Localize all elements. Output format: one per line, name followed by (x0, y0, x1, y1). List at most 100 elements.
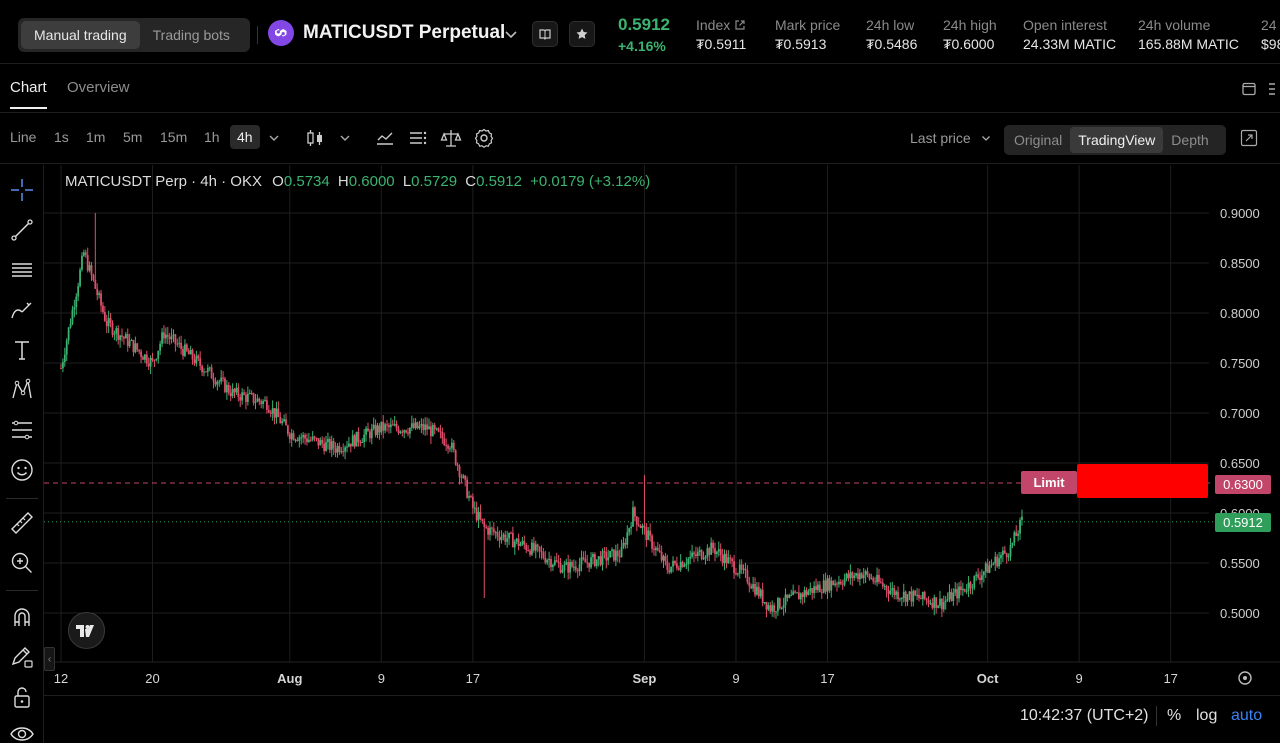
more-menu-icon[interactable] (1267, 81, 1277, 97)
candle-body (323, 443, 326, 452)
candle-body (578, 564, 581, 572)
candle-body (534, 544, 537, 551)
candle-body (203, 371, 205, 373)
price-chart[interactable]: 0.9000 0.8500 0.8000 0.7500 0.7000 0.6500 0.60… (44, 165, 1280, 695)
candle-body (656, 547, 659, 551)
star-icon[interactable] (569, 21, 595, 47)
candle-body (794, 591, 796, 593)
pattern-icon[interactable] (7, 375, 37, 405)
ruler-icon[interactable] (7, 508, 37, 538)
scale-balance-icon[interactable] (440, 127, 462, 149)
tab-overview[interactable]: Overview (67, 79, 130, 96)
pencil-lock-icon[interactable] (7, 642, 37, 672)
timeframe-15m[interactable]: 15m (160, 129, 188, 145)
candle-body (330, 441, 333, 450)
candle-body (994, 556, 997, 564)
collapse-toolbar-button[interactable]: ‹ (44, 647, 55, 671)
book-icon[interactable] (532, 21, 558, 47)
percent-scale-toggle[interactable]: % (1167, 707, 1182, 724)
y-tick-label: 0.6500 (1220, 456, 1260, 471)
candle-body (349, 443, 352, 447)
candle-body (454, 450, 457, 465)
indicators-icon[interactable] (374, 127, 396, 149)
stat-label: 24h low (866, 17, 915, 33)
time-display[interactable]: 10:42:37 (UTC+2) (1020, 707, 1149, 724)
chart-settings-icon (1243, 676, 1247, 680)
candle-body (574, 566, 577, 571)
stat-value: 24.33M MATIC (1023, 36, 1117, 52)
view-original[interactable]: Original (1014, 132, 1063, 148)
candle-body (691, 552, 694, 557)
candle-body (700, 550, 703, 559)
window-icon[interactable] (1241, 81, 1257, 97)
unlock-icon[interactable] (7, 682, 37, 712)
candle-body (525, 544, 528, 551)
timeframe-5m[interactable]: 5m (123, 129, 143, 145)
legend-close: 0.5912 (476, 173, 522, 190)
candle-body (138, 349, 141, 352)
timeframe-1h[interactable]: 1h (204, 129, 220, 145)
candle-body (717, 549, 720, 552)
stat-index[interactable]: Index ₮0.5911 (696, 17, 746, 52)
candle-body (839, 581, 842, 584)
eye-icon[interactable] (7, 719, 37, 743)
candle-body (327, 438, 329, 443)
parallel-lines-icon[interactable] (7, 255, 37, 285)
candle-body (302, 434, 305, 438)
auto-scale-toggle[interactable]: auto (1231, 707, 1263, 724)
candle-body (506, 538, 509, 542)
candle-body (830, 580, 833, 591)
candle-body (637, 524, 640, 526)
candle-body (248, 392, 251, 394)
candle-body (65, 340, 68, 355)
candle-body (614, 550, 617, 561)
candlestick-type-icon[interactable] (304, 127, 326, 149)
chevron-down-icon[interactable] (265, 129, 283, 147)
redacted-order-box[interactable] (1077, 464, 1208, 498)
view-tradingview[interactable]: TradingView (1070, 127, 1164, 153)
pair-title[interactable]: MATICUSDT Perpetual (303, 22, 506, 43)
candle-body (647, 530, 650, 540)
timeframe-line[interactable]: Line (10, 129, 37, 145)
layout-list-icon[interactable] (407, 127, 429, 149)
candle-body (470, 496, 472, 498)
candle-body (990, 564, 993, 566)
zoom-in-icon[interactable] (7, 548, 37, 578)
tab-chart[interactable]: Chart (10, 79, 47, 109)
log-scale-toggle[interactable]: log (1196, 707, 1218, 724)
trendline-icon[interactable] (7, 215, 37, 245)
crosshair-icon[interactable] (7, 175, 37, 205)
limit-order-label[interactable]: Limit (1021, 471, 1077, 494)
chevron-down-icon[interactable] (502, 25, 520, 43)
legend-close-label: C (465, 173, 477, 190)
tab-manual-trading[interactable]: Manual trading (21, 21, 140, 49)
candle-body (689, 556, 692, 559)
chevron-down-icon[interactable] (336, 129, 354, 147)
candle-body (866, 571, 869, 575)
emoji-icon[interactable] (7, 455, 37, 485)
text-tool-icon[interactable] (7, 335, 37, 365)
tab-trading-bots[interactable]: Trading bots (152, 27, 230, 43)
timeframe-1s[interactable]: 1s (54, 129, 69, 145)
candle-body (675, 563, 678, 569)
expand-icon[interactable] (1239, 128, 1259, 148)
candle-body (664, 556, 667, 562)
candle-body (801, 593, 804, 598)
tradingview-logo[interactable] (68, 612, 105, 649)
view-depth[interactable]: Depth (1171, 132, 1209, 148)
candle-body (696, 551, 699, 556)
magnet-icon[interactable] (7, 602, 37, 632)
candle-body (712, 542, 714, 549)
candle-body (992, 563, 995, 565)
gear-icon[interactable] (473, 127, 495, 149)
price-source-select[interactable]: Last price (910, 130, 993, 146)
brush-icon[interactable] (7, 295, 37, 325)
fib-levels-icon[interactable] (7, 415, 37, 445)
candle-body (582, 557, 585, 559)
price-change: +4.16% (618, 38, 666, 54)
timeframe-1m[interactable]: 1m (86, 129, 106, 145)
candle-body (445, 444, 448, 446)
timeframe-4h[interactable]: 4h (230, 125, 260, 149)
candle-body (290, 433, 293, 440)
candle-body (572, 566, 575, 568)
